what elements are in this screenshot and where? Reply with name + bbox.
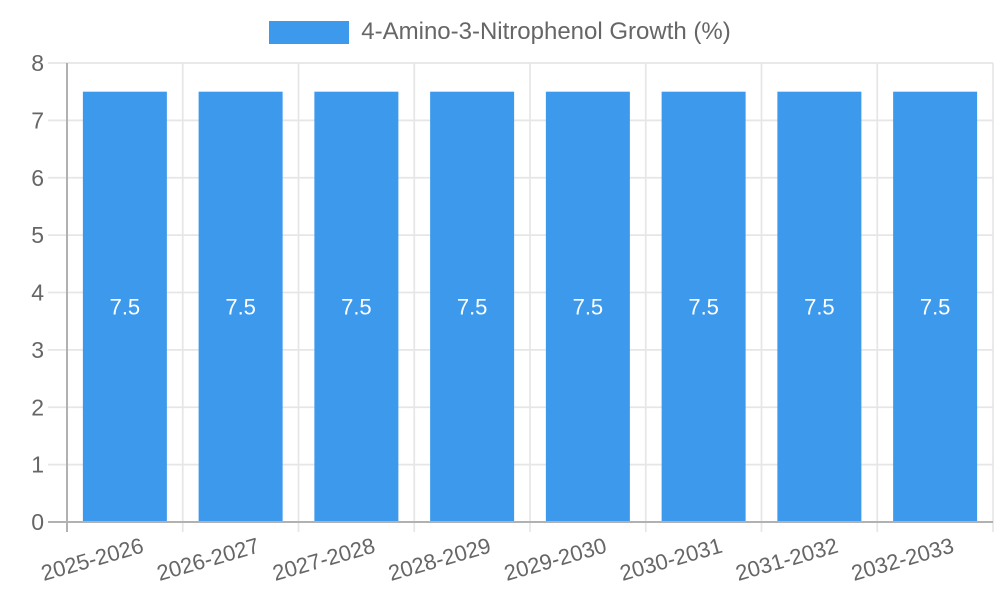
bar-value-label: 7.5	[688, 294, 719, 319]
x-tick-label: 2025-2026	[38, 533, 146, 586]
bar-2029-2030[interactable]	[545, 91, 630, 522]
y-tick-label: 1	[31, 452, 44, 478]
bar-value-label: 7.5	[804, 294, 835, 319]
y-tick-label: 6	[31, 165, 44, 191]
x-tick-label: 2026-2027	[154, 533, 262, 586]
x-tick-label: 2027-2028	[270, 533, 378, 586]
bar-2027-2028[interactable]	[314, 91, 399, 522]
bar-2026-2027[interactable]	[198, 91, 283, 522]
bar-2031-2032[interactable]	[777, 91, 862, 522]
bar-value-label: 7.5	[573, 294, 604, 319]
legend-swatch	[269, 20, 350, 44]
y-tick-label: 5	[31, 222, 44, 248]
bar-2028-2029[interactable]	[430, 91, 515, 522]
y-tick-label: 0	[31, 509, 44, 535]
bar-value-label: 7.5	[110, 294, 141, 319]
bar-2025-2026[interactable]	[82, 91, 167, 522]
x-tick-label: 2032-2033	[848, 533, 956, 586]
x-tick-label: 2029-2030	[501, 533, 609, 586]
legend-label: 4-Amino-3-Nitrophenol Growth (%)	[361, 18, 731, 45]
bar-value-label: 7.5	[457, 294, 488, 319]
bar-2030-2031[interactable]	[661, 91, 746, 522]
bar-value-label: 7.5	[341, 294, 372, 319]
y-tick-label: 8	[31, 50, 44, 76]
bar-2032-2033[interactable]	[893, 91, 978, 522]
y-tick-label: 7	[31, 107, 44, 133]
bar-value-label: 7.5	[225, 294, 256, 319]
y-tick-label: 3	[31, 337, 44, 363]
x-tick-label: 2028-2029	[385, 533, 493, 586]
bar-value-label: 7.5	[920, 294, 951, 319]
y-tick-label: 2	[31, 394, 44, 420]
x-tick-label: 2030-2031	[617, 533, 725, 586]
x-tick-label: 2031-2032	[733, 533, 841, 586]
y-tick-label: 4	[31, 280, 44, 306]
chart-legend[interactable]: 4-Amino-3-Nitrophenol Growth (%)	[0, 18, 1000, 46]
